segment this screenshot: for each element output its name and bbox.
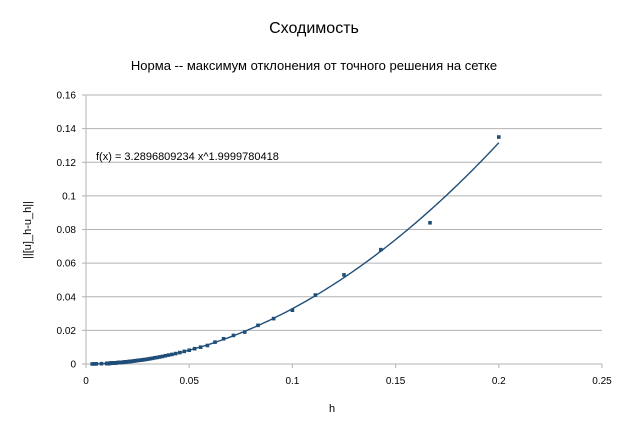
data-point bbox=[221, 336, 226, 341]
y-tick-label: 0.04 bbox=[57, 292, 77, 303]
data-point-layer bbox=[90, 135, 501, 366]
data-point bbox=[379, 247, 383, 252]
y-tick-label: 0.16 bbox=[57, 91, 77, 102]
data-point bbox=[231, 333, 236, 338]
data-point bbox=[90, 362, 94, 366]
data-point bbox=[99, 361, 104, 366]
data-point bbox=[242, 330, 247, 334]
trendline-equation: f(x) = 3.2896809234 x^1.9999780418 bbox=[96, 151, 279, 163]
data-point bbox=[213, 340, 217, 344]
y-tick-label: 0.08 bbox=[57, 225, 77, 236]
data-point bbox=[205, 343, 210, 348]
data-point bbox=[198, 345, 203, 349]
data-point bbox=[271, 316, 276, 321]
data-point bbox=[313, 293, 318, 297]
y-axis-title: ||[u]_h-u_h|| bbox=[22, 201, 34, 259]
data-point bbox=[187, 348, 191, 353]
x-tick-label: 0.1 bbox=[285, 376, 299, 387]
data-point bbox=[150, 356, 155, 361]
data-point bbox=[342, 273, 346, 277]
y-tick-label: 0 bbox=[70, 360, 76, 371]
data-point bbox=[256, 323, 260, 328]
x-tick-label: 0.2 bbox=[492, 376, 506, 387]
data-point bbox=[290, 308, 295, 312]
chart-subtitle: Норма -- максимум отклонения от точного … bbox=[131, 58, 497, 73]
data-point bbox=[178, 350, 182, 355]
y-tick-label: 0.06 bbox=[57, 259, 77, 270]
y-tick-label: 0.12 bbox=[57, 158, 77, 169]
data-point bbox=[428, 220, 432, 225]
data-point bbox=[146, 357, 151, 361]
y-tick-label: 0.02 bbox=[57, 326, 77, 337]
data-point bbox=[157, 355, 162, 359]
x-tick-label: 0.05 bbox=[179, 376, 199, 387]
data-point bbox=[173, 351, 178, 356]
data-point bbox=[497, 135, 501, 139]
data-point bbox=[166, 353, 171, 357]
chart-title: Сходимость bbox=[269, 20, 359, 37]
grid-layer bbox=[86, 94, 602, 365]
data-point bbox=[182, 349, 187, 354]
axis-layer bbox=[82, 94, 603, 368]
data-point bbox=[163, 353, 168, 358]
data-point bbox=[148, 356, 153, 361]
data-point bbox=[155, 355, 159, 360]
data-point bbox=[170, 352, 174, 357]
x-tick-label: 0 bbox=[83, 376, 89, 387]
tick-label-layer: 0 0.02 0.04 0.06 0.08 0.1 0.12 0.14 0.16 0 0.05 0.1… bbox=[57, 91, 613, 388]
data-point bbox=[92, 362, 97, 366]
data-point bbox=[152, 355, 157, 360]
data-point bbox=[160, 354, 165, 359]
data-point bbox=[104, 361, 109, 366]
data-point bbox=[94, 362, 99, 366]
x-axis-title: h bbox=[329, 403, 335, 415]
data-point bbox=[192, 346, 197, 351]
x-tick-label: 0.15 bbox=[386, 376, 406, 387]
y-tick-label: 0.14 bbox=[57, 124, 77, 135]
y-tick-label: 0.1 bbox=[62, 191, 76, 202]
x-tick-label: 0.25 bbox=[592, 376, 612, 387]
